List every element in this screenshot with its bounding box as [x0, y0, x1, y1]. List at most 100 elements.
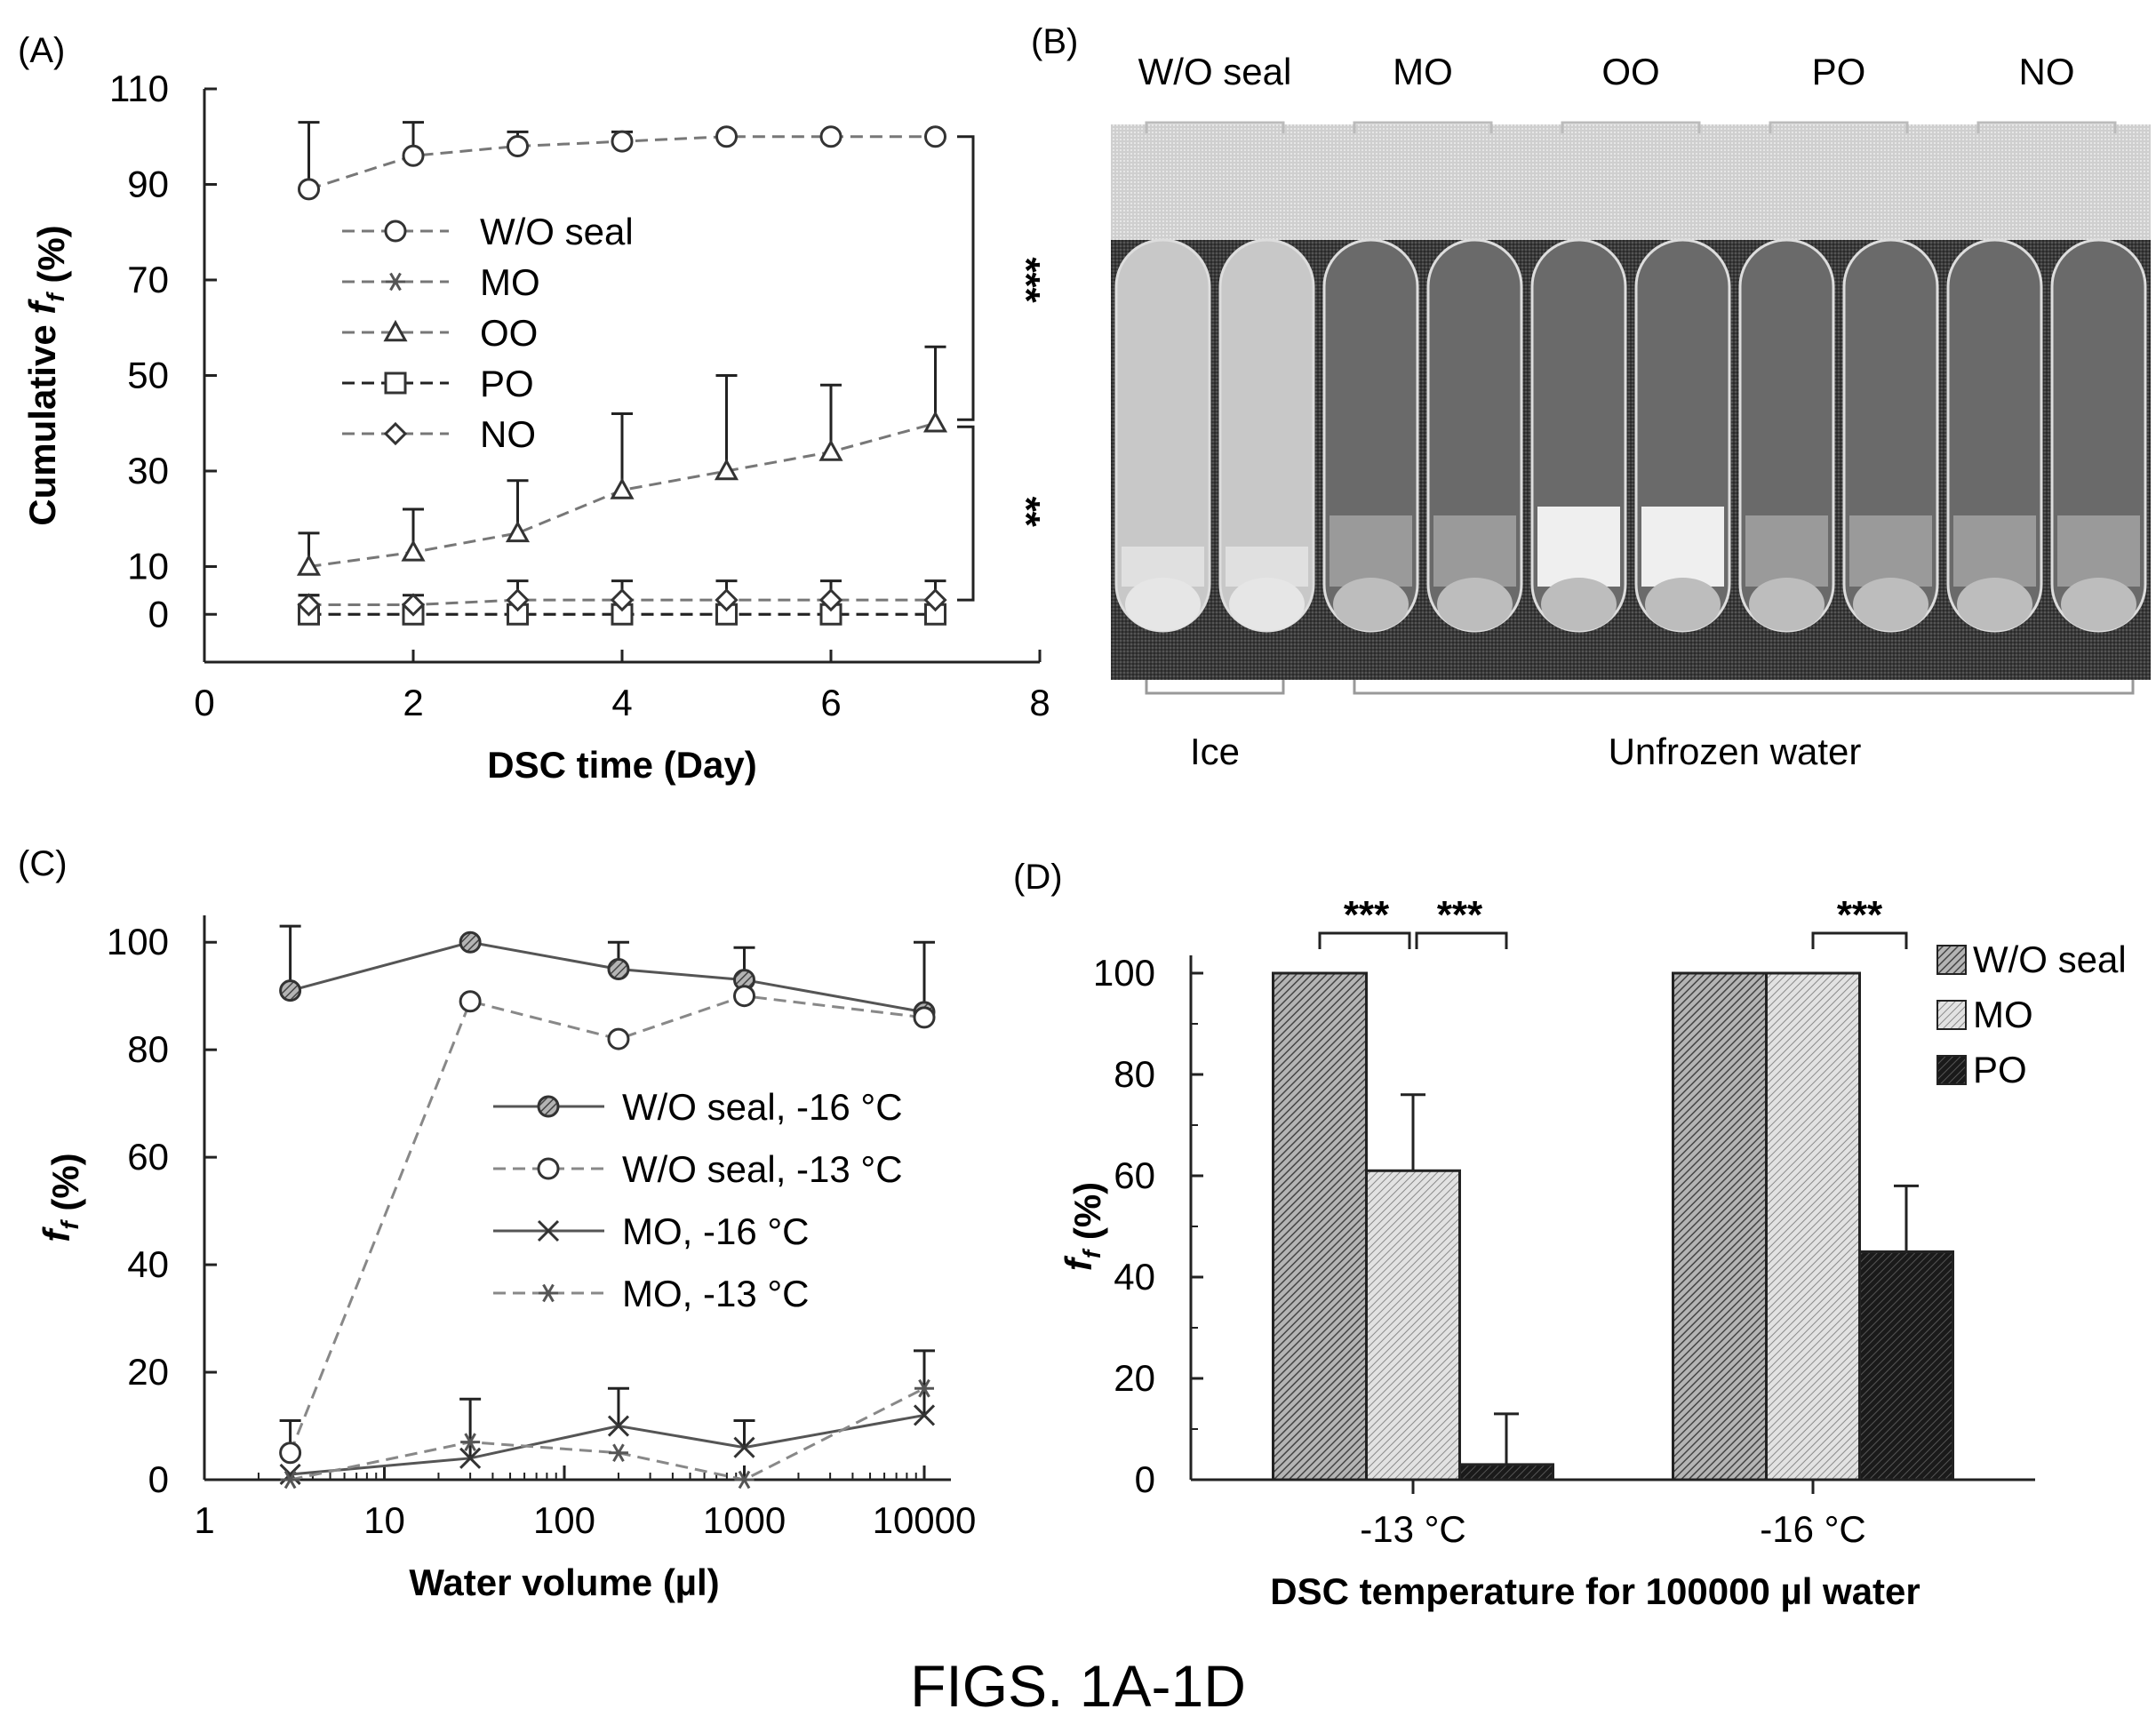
panel-a-point	[714, 458, 739, 481]
panel-d: (D) 100 80 60 40 20 0 DSC temperature for 10000…	[1013, 858, 2127, 1612]
panel-d-bar	[1765, 971, 1861, 1481]
panel-c-xtick-label: 100	[533, 1499, 595, 1541]
panel-c-point-shape	[607, 1415, 630, 1437]
panel-b-tube-bottom	[1853, 578, 1928, 631]
panel-d-bracket	[1415, 931, 1508, 949]
panel-a-xtick-label: 8	[1029, 682, 1050, 723]
panel-c-xtick-label: 1	[194, 1499, 214, 1541]
panel-c-point	[459, 930, 482, 954]
panel-b-tube-content	[1537, 507, 1620, 587]
panel-c-point	[279, 979, 302, 1002]
panel-c-point	[733, 1436, 755, 1458]
panel-b-tube-content	[1849, 515, 1932, 587]
panel-b-tube	[1738, 238, 1835, 633]
panel-a-point	[401, 539, 426, 562]
panel-b-tube-bottom	[1957, 578, 2032, 631]
panel-a-ytick-label: 90	[127, 164, 169, 205]
panel-d-legend-label: W/O seal	[1973, 938, 2127, 980]
panel-a-legend-marker	[384, 371, 407, 395]
panel-c-series-line	[290, 940, 925, 1014]
panel-b-tube-content	[1745, 515, 1828, 587]
panel-a-xtick-label: 4	[611, 682, 632, 723]
panel-c-point	[607, 1027, 630, 1050]
panel-a-xtick-label: 0	[194, 682, 214, 723]
panel-c-point	[459, 1447, 482, 1469]
panel-b-tube	[1530, 238, 1627, 633]
panel-c-ytick-label: 80	[127, 1028, 169, 1070]
panel-d-ytick-label: 60	[1114, 1154, 1155, 1196]
panel-a-point-shape	[922, 411, 948, 433]
panel-d-ytick-label: 40	[1114, 1256, 1155, 1298]
panel-b-tube-content	[1641, 507, 1724, 587]
panel-a-point-shape	[610, 588, 635, 612]
panel-c-point-shape	[913, 1404, 936, 1426]
panel-b-group-label: MO	[1393, 51, 1453, 92]
panel-a-point-shape	[715, 588, 739, 612]
panel-a-xlabel: DSC time (Day)	[487, 744, 756, 786]
panel-a-point-shape	[505, 520, 531, 543]
panel-c-xtick-label: 10	[363, 1499, 405, 1541]
panel-a-legend-label: W/O seal	[480, 211, 634, 252]
panel-a-point-shape	[818, 588, 843, 612]
panel-c-legend-marker	[537, 1095, 560, 1118]
panel-c-ytick-label: 100	[107, 921, 169, 962]
panel-a-point-shape	[819, 125, 842, 148]
panel-c-ytick-label: 20	[127, 1351, 169, 1393]
panel-c-point	[734, 1470, 755, 1489]
panel-a-point	[923, 588, 947, 612]
panel-b-tube	[1218, 238, 1315, 633]
panel-a-ytick-label: 70	[127, 259, 169, 300]
panel-c-legend-label: MO, -13 °C	[622, 1273, 810, 1314]
panel-a-point	[505, 520, 531, 543]
panel-c-point-shape	[279, 979, 302, 1002]
panel-b-group-bracket	[1976, 121, 2117, 133]
panel-a-legend-marker	[383, 319, 408, 342]
panel-a: (A) 110 90 70 50 30 10 0 0 2 4 6 8 DSC time (Day) Cumu…	[18, 31, 1050, 786]
panel-d-xlabel: DSC temperature for 100000 µl water	[1270, 1570, 1920, 1612]
panel-a-legend-marker	[386, 272, 405, 291]
panel-b-tube-content	[1330, 515, 1412, 587]
panel-c-legend-marker	[537, 1157, 560, 1180]
panel-b-tube-bottom	[1645, 578, 1721, 631]
panel-d-bar	[1858, 1250, 1954, 1481]
panel-a-legend-label: PO	[480, 363, 534, 404]
panel-a-point	[296, 554, 322, 576]
panel-a-legend-label: MO	[480, 261, 540, 303]
panel-d-legend-label: PO	[1973, 1049, 2027, 1090]
panel-a-point	[506, 588, 530, 612]
panel-c-point-shape	[459, 1447, 482, 1469]
panel-d-ytick-label: 20	[1114, 1357, 1155, 1399]
panel-b-tube-content	[1433, 515, 1516, 587]
panel-c-ylabel: ff (%)	[36, 1153, 86, 1242]
panel-d-bar	[1365, 1169, 1461, 1481]
panel-b-tube	[1114, 238, 1211, 633]
panel-a-legend-marker	[384, 220, 407, 243]
panel-c-point	[607, 1415, 630, 1437]
panel-c-point	[733, 985, 755, 1008]
panel-b-tube-bottom	[1541, 578, 1617, 631]
panel-d-ytick-label: 80	[1114, 1053, 1155, 1095]
panel-c-point	[280, 1470, 300, 1489]
panel-a-label: (A)	[18, 31, 65, 70]
panel-a-point	[297, 593, 321, 617]
panel-a-point	[715, 588, 739, 612]
panel-c-legend-marker-shape	[542, 1283, 555, 1303]
panel-c-point-shape	[918, 1378, 930, 1398]
panel-c-point-shape	[913, 1006, 936, 1029]
panel-a-point-shape	[507, 135, 529, 157]
panel-c-series-line	[290, 1413, 925, 1476]
panel-b-tube-bottom	[2061, 578, 2136, 631]
panel-b-tube	[1842, 238, 1939, 633]
panel-b-group-label: W/O seal	[1138, 51, 1292, 92]
panel-b-tube	[2050, 238, 2147, 633]
panel-c-point	[279, 1442, 302, 1465]
panel-a-point-shape	[401, 593, 426, 617]
panel-d-ytick-label: 100	[1093, 952, 1155, 994]
panel-b-tube-bottom	[1229, 578, 1305, 631]
panel-a-legend-marker	[383, 421, 408, 446]
panel-a-significance: **	[1004, 497, 1048, 528]
panel-c-point-shape	[283, 1470, 297, 1489]
panel-c-point-shape	[612, 1443, 625, 1463]
panel-a-point-shape	[923, 588, 947, 612]
panel-a-point	[818, 588, 843, 612]
